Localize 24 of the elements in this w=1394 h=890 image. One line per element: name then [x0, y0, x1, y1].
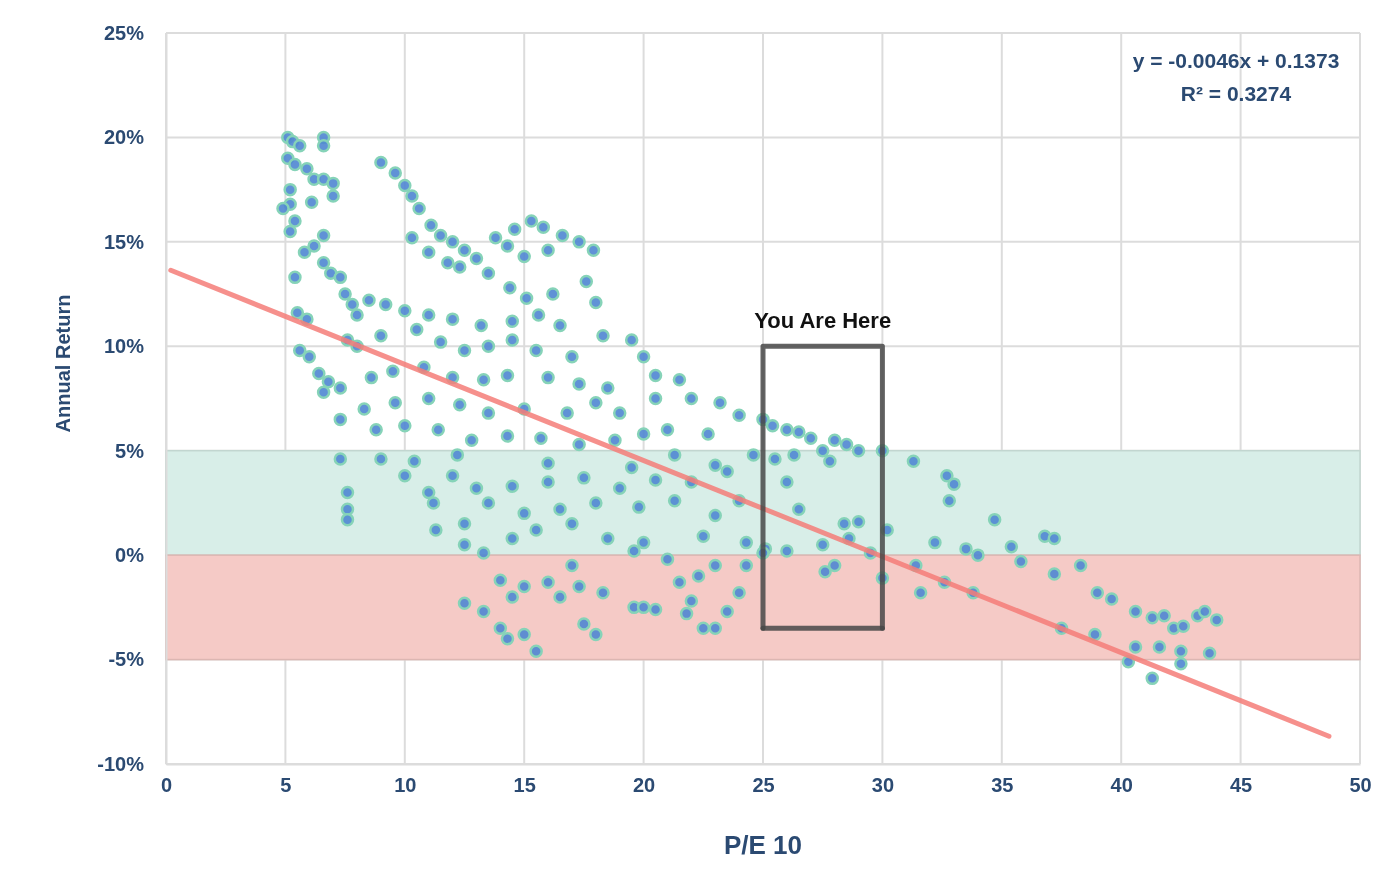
x-tick-label: 40: [1110, 774, 1133, 797]
x-tick-label: 50: [1349, 774, 1372, 797]
y-tick-label: 20%: [103, 126, 145, 149]
x-tick-label: 10: [394, 774, 417, 797]
y-tick-label: 5%: [115, 439, 145, 462]
y-tick-label: -10%: [97, 752, 145, 775]
x-tick-label: 15: [513, 774, 536, 797]
x-tick-label: 5: [280, 774, 292, 797]
y-axis-title: Annual Return: [52, 294, 74, 433]
x-axis-title: P/E 10: [723, 830, 803, 860]
x-tick-label: 25: [752, 774, 775, 797]
y-tick-label: 0%: [115, 544, 145, 567]
x-tick-label: 45: [1229, 774, 1253, 797]
annotation: y = -0.0046x + 0.1373: [1132, 49, 1340, 72]
x-tick-label: 35: [991, 774, 1014, 797]
x-tick-label: 30: [871, 774, 895, 797]
y-tick-label: 10%: [103, 335, 145, 358]
y-tick-label: -5%: [108, 648, 145, 671]
annotation: You Are Here: [754, 308, 892, 334]
x-tick-label: 20: [632, 774, 656, 797]
x-tick-label: 0: [160, 774, 173, 797]
y-tick-label: 15%: [103, 230, 145, 253]
y-tick-label: 25%: [103, 21, 145, 44]
annotation: R² = 0.3274: [1180, 82, 1292, 105]
